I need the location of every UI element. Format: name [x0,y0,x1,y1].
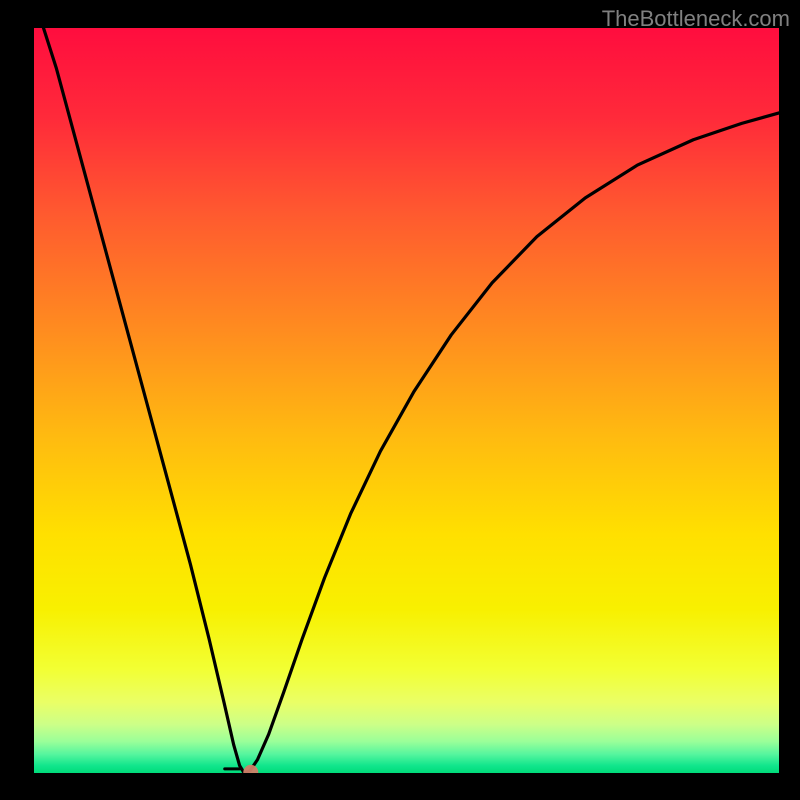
optimal-point-marker [243,765,258,773]
chart-stage: TheBottleneck.com [0,0,800,800]
plot-area [34,28,779,773]
attribution-watermark: TheBottleneck.com [602,6,790,32]
bottleneck-curve [34,28,779,773]
bottleneck-curve-path [34,28,779,773]
